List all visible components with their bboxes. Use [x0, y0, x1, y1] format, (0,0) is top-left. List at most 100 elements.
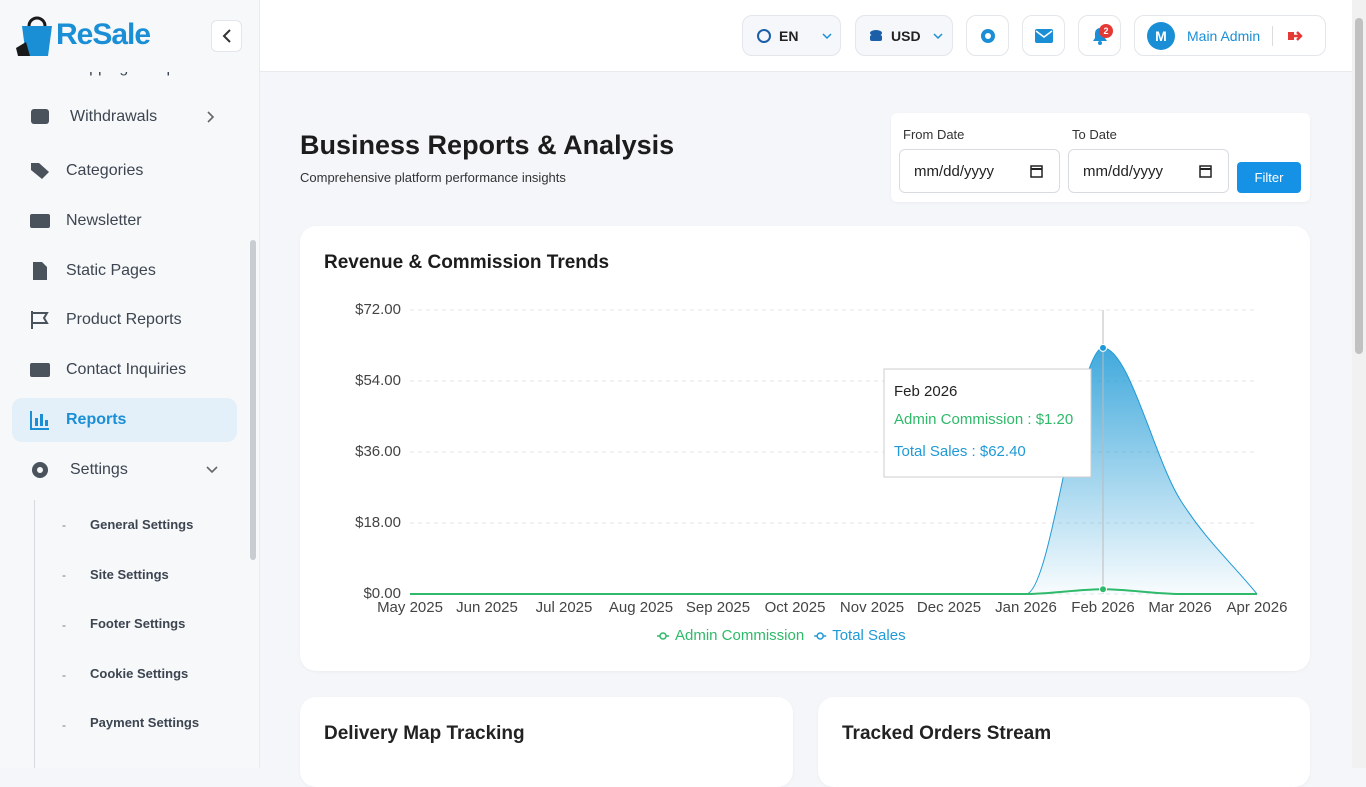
settings-button[interactable] [966, 15, 1009, 56]
chevron [822, 32, 832, 39]
mail-button[interactable] [1022, 15, 1065, 56]
sub-item[interactable]: Payment Settings [90, 715, 200, 730]
icon [30, 411, 49, 430]
legend-label: Total Sales [832, 627, 905, 644]
collapse-button[interactable] [211, 20, 242, 52]
nav-item[interactable]: Static Pages [0, 251, 259, 291]
nav-item[interactable]: Product Reports [0, 300, 259, 340]
legend-label: Admin Commission [675, 627, 804, 644]
language: EN [779, 27, 799, 44]
chevron [206, 466, 218, 474]
page-subtitle: Comprehensive platform performance insig… [300, 170, 566, 185]
nav-item[interactable]: Newsletter [0, 201, 259, 241]
logo-icon [16, 16, 52, 56]
hover-point [1099, 585, 1107, 594]
nav-item-active[interactable]: Reports [12, 398, 237, 442]
y-tick-label: $0.00 [363, 585, 401, 602]
nav-item[interactable]: Withdrawals [0, 97, 259, 137]
x-tick-label: Oct 2025 [765, 599, 826, 616]
sidebar-scrollbar [250, 240, 256, 560]
hover-point [1099, 343, 1107, 352]
legend-swatch [816, 632, 824, 640]
nav-label: Categories [66, 162, 144, 179]
tooltip-title: Feb 2026 [894, 383, 957, 400]
nav-item[interactable]: Categories [0, 151, 259, 191]
x-tick-label: Aug 2025 [609, 599, 673, 616]
chart: Revenue & Commission Trends $0.00 $18.00 $… [324, 252, 1288, 644]
x-tick-label: May 2025 [377, 599, 443, 616]
currency-select[interactable]: USD [855, 15, 953, 56]
x-tick-label: Jan 2026 [995, 599, 1057, 616]
icon [757, 28, 771, 43]
x-tick-label: Apr 2026 [1227, 599, 1288, 616]
x-tick-label: Sep 2025 [686, 599, 750, 616]
x-tick-label: Dec 2025 [917, 599, 981, 616]
sub-rail [34, 500, 35, 768]
line [410, 588, 1257, 595]
icon [222, 29, 231, 43]
filter-button[interactable]: Filter [1237, 162, 1301, 193]
icon [30, 363, 50, 377]
icon [1034, 28, 1053, 43]
tooltip-box [883, 368, 1092, 478]
to-date[interactable]: mm/dd/yyyy [1068, 149, 1229, 193]
badge: 2 [1099, 24, 1113, 38]
sidebar-header: ReSale [0, 0, 259, 72]
x-tick-label: Jul 2025 [536, 599, 593, 616]
chevron [207, 111, 215, 123]
chart-title: Revenue & Commission Trends [324, 252, 609, 273]
currency: USD [891, 27, 921, 44]
scroll-thumb[interactable] [1355, 18, 1363, 354]
sub-item[interactable]: Site Settings [90, 567, 169, 582]
icon [980, 28, 995, 43]
panel-title: Delivery Map Tracking [324, 723, 525, 744]
sub-item[interactable]: General Settings [90, 517, 194, 532]
icon [30, 214, 50, 228]
placeholder: mm/dd/yyyy [914, 163, 995, 180]
calendar-icon [1199, 165, 1212, 178]
sub-item[interactable]: Footer Settings [90, 616, 186, 631]
nav-label: Withdrawals [70, 108, 158, 125]
date-filter: From Date To Date mm/dd/yyyy mm/dd/yyyy … [891, 113, 1310, 202]
notifications-button[interactable]: 2 [1078, 15, 1121, 56]
y-tick-label: $36.00 [355, 443, 401, 460]
x-tick-label: Mar 2026 [1148, 599, 1211, 616]
avatar: M [1147, 21, 1175, 50]
user-menu[interactable]: M Main Admin [1134, 15, 1326, 56]
tooltip-line: Admin Commission : $1.20 [894, 411, 1073, 428]
tooltip-line: Total Sales : $62.40 [894, 443, 1026, 460]
from-label: From Date [903, 127, 965, 142]
page-title: Business Reports & Analysis [300, 130, 675, 160]
legend-swatch [659, 632, 667, 640]
icon [870, 29, 882, 41]
nav-item[interactable]: Contact Inquiries [0, 350, 259, 390]
x-tick-label: Nov 2025 [840, 599, 904, 616]
y-tick-label: $54.00 [355, 372, 401, 389]
icon [31, 109, 49, 124]
brand: ReSale [56, 18, 151, 51]
bullets: ----- [62, 518, 66, 732]
icon [31, 163, 49, 179]
nav-label: Newsletter [66, 212, 142, 229]
from-date[interactable]: mm/dd/yyyy [899, 149, 1060, 193]
language-select[interactable]: EN [742, 15, 841, 56]
sub-item[interactable]: Cookie Settings [90, 666, 189, 681]
user-name: Main Admin [1187, 27, 1261, 44]
to-label: To Date [1072, 127, 1117, 142]
icon [31, 311, 49, 329]
panel: Tracked Orders Stream [818, 697, 1310, 787]
area [410, 347, 1257, 594]
nav-label: Contact Inquiries [66, 361, 187, 378]
nav-item[interactable]: Settings [0, 450, 259, 490]
icon [32, 462, 48, 478]
nav-label: Product Reports [66, 311, 182, 328]
nav-label: Reports [66, 411, 127, 428]
divider [1272, 25, 1274, 46]
logout-icon[interactable] [1287, 29, 1303, 43]
panel: Delivery Map Tracking [300, 697, 793, 787]
sidebar: Shipping Companies Withdrawals Categorie… [0, 0, 260, 768]
panel-title: Tracked Orders Stream [842, 723, 1052, 744]
calendar-icon [1030, 165, 1043, 178]
chevron [933, 32, 943, 39]
